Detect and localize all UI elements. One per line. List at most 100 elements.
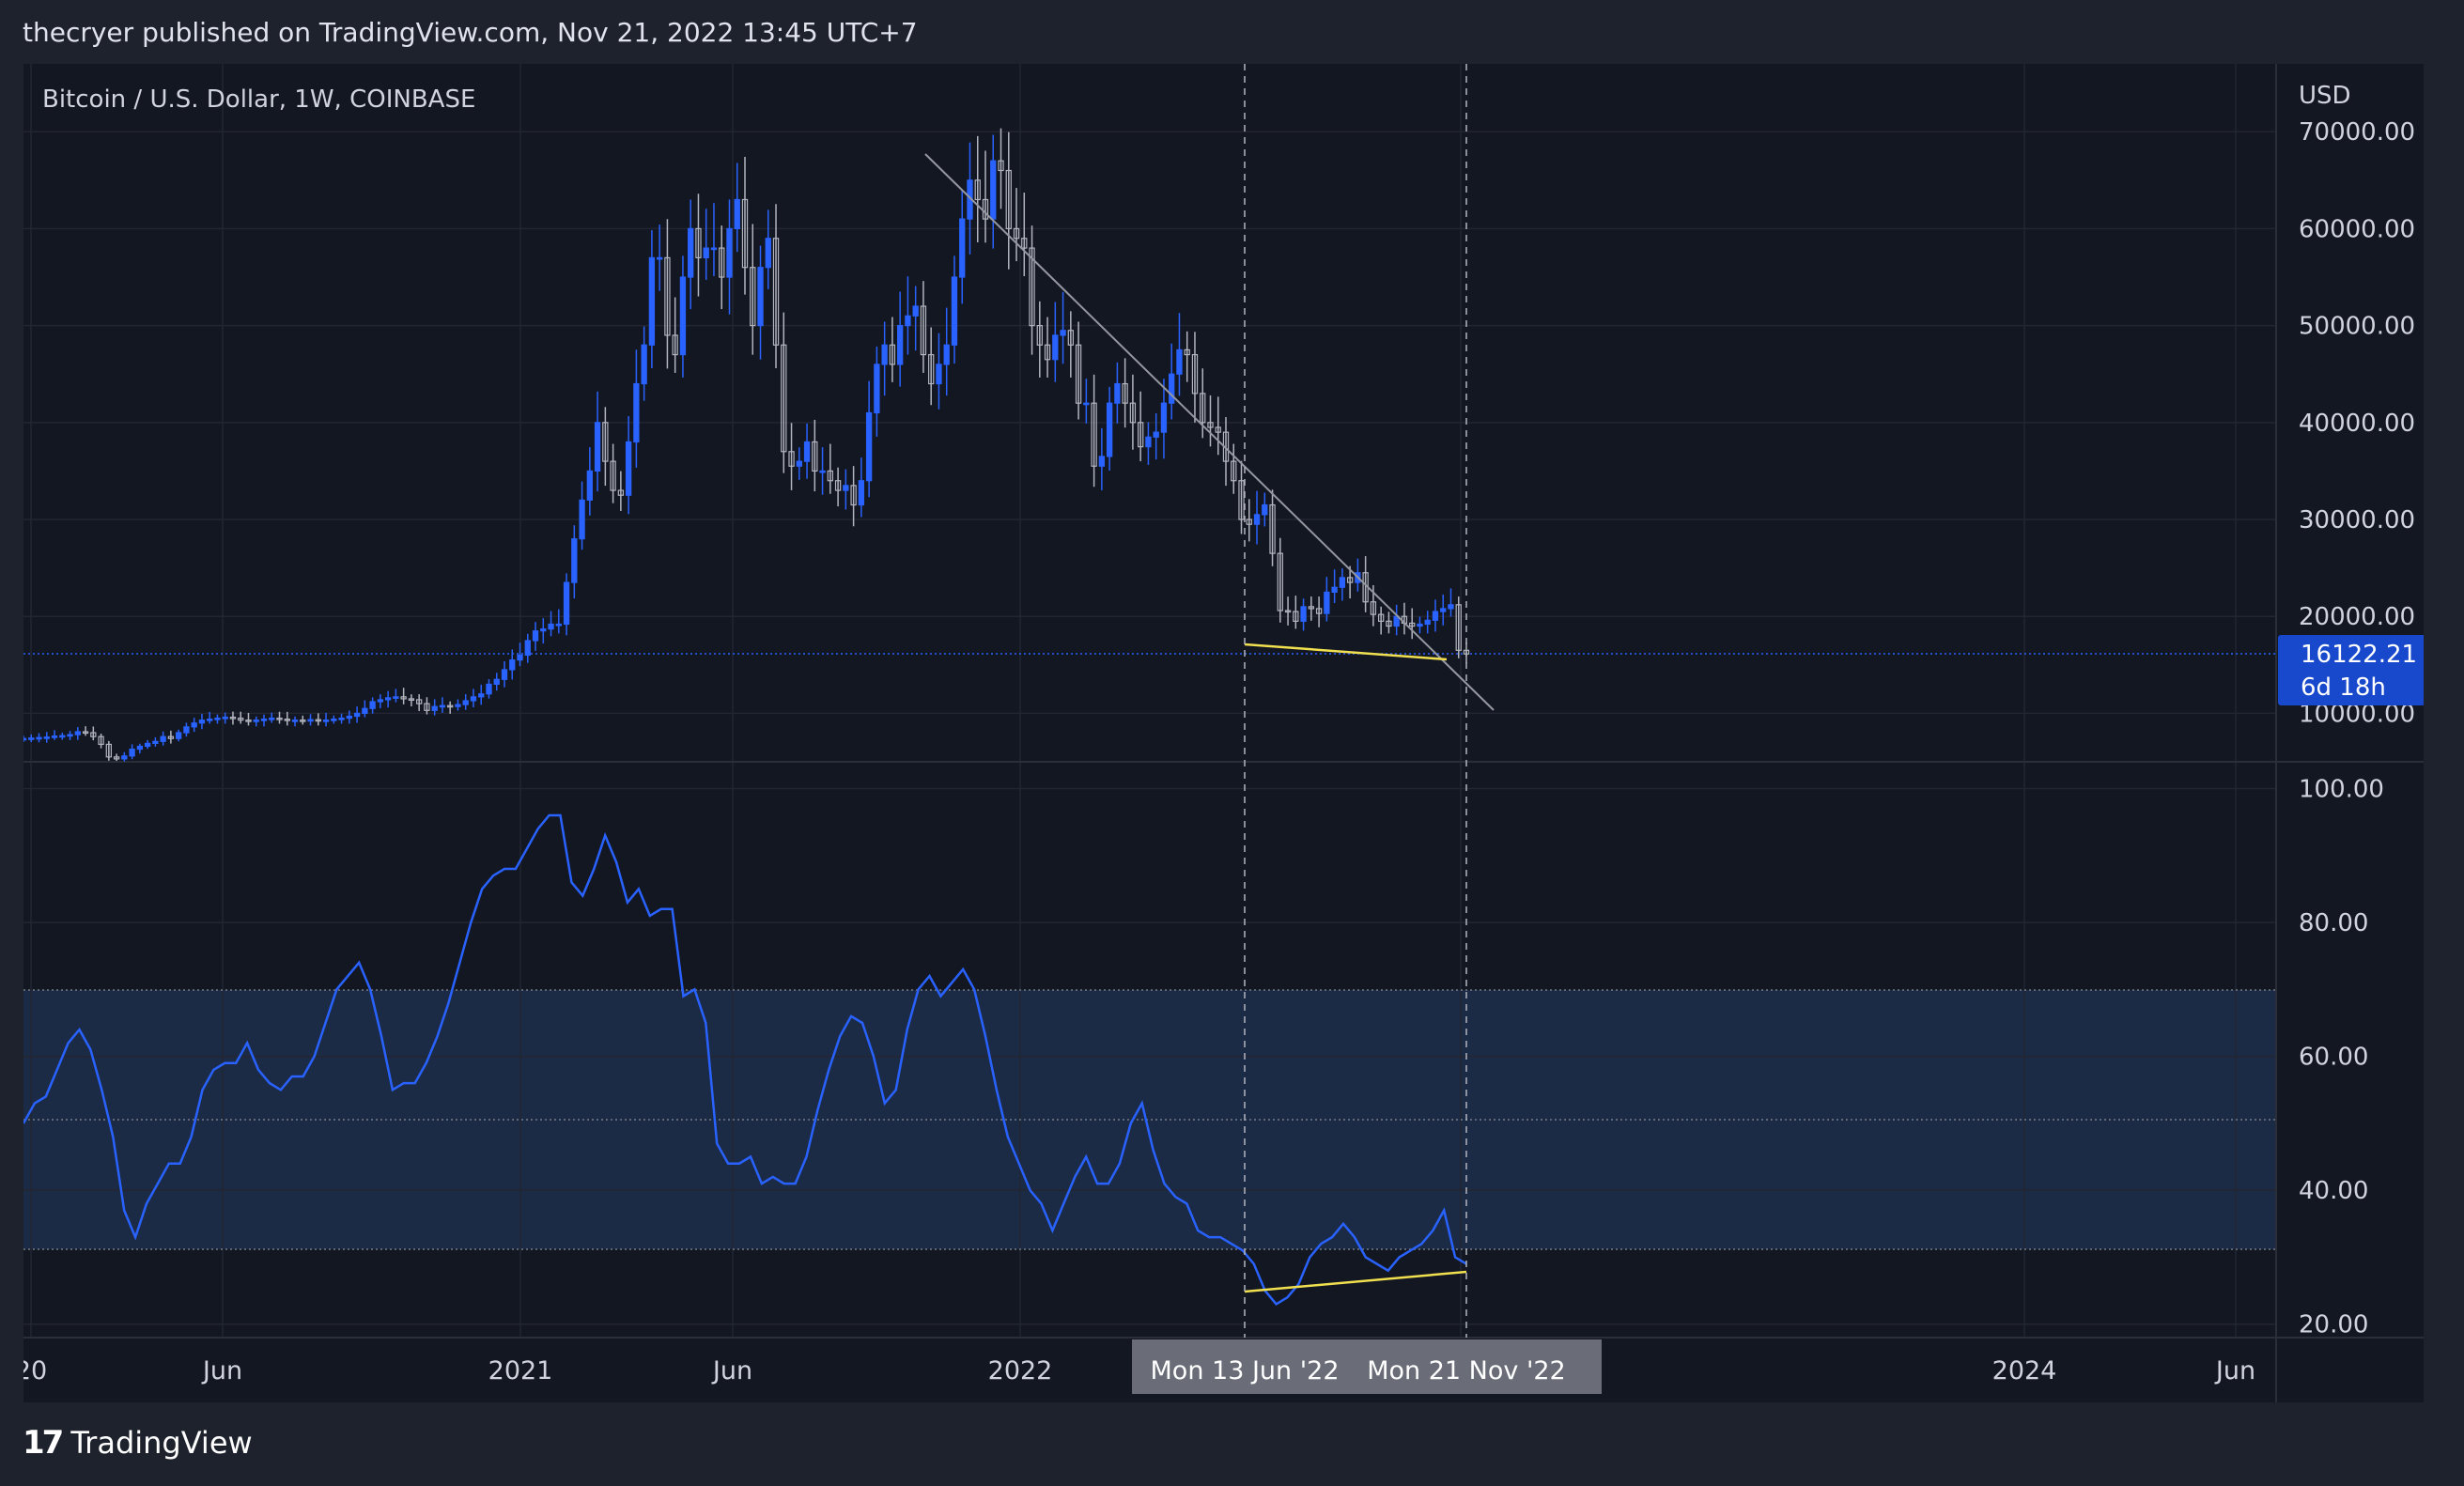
candle-body[interactable] bbox=[1153, 431, 1159, 438]
candle-body[interactable] bbox=[1160, 402, 1168, 433]
candle-body[interactable] bbox=[959, 218, 966, 278]
candle-body[interactable] bbox=[1184, 348, 1190, 356]
candle-body[interactable] bbox=[571, 538, 578, 583]
candle-body[interactable] bbox=[912, 305, 919, 317]
candle-body[interactable] bbox=[1044, 344, 1051, 361]
candle-body[interactable] bbox=[1060, 330, 1066, 336]
candle-body[interactable] bbox=[1262, 503, 1268, 516]
candle-body[interactable] bbox=[439, 704, 446, 708]
candle-body[interactable] bbox=[67, 734, 73, 737]
candle-body[interactable] bbox=[121, 755, 128, 760]
candle-body[interactable] bbox=[1036, 325, 1043, 346]
price-divergence-line[interactable] bbox=[1244, 642, 1448, 661]
candle-body[interactable] bbox=[424, 703, 430, 711]
candle-body[interactable] bbox=[136, 745, 144, 751]
candle-body[interactable] bbox=[183, 726, 190, 734]
candle-body[interactable] bbox=[772, 238, 780, 346]
candle-body[interactable] bbox=[431, 705, 438, 711]
candle-body[interactable] bbox=[384, 697, 392, 701]
candle-body[interactable] bbox=[602, 422, 609, 462]
candle-body[interactable] bbox=[594, 422, 601, 472]
candle-body[interactable] bbox=[74, 731, 81, 735]
candle-body[interactable] bbox=[1378, 613, 1385, 622]
candle-body[interactable] bbox=[23, 737, 27, 741]
candle-body[interactable] bbox=[889, 344, 896, 365]
candle-body[interactable] bbox=[1098, 456, 1106, 467]
candle-body[interactable] bbox=[176, 732, 182, 739]
candle-body[interactable] bbox=[1432, 611, 1439, 621]
candle-body[interactable] bbox=[28, 737, 35, 740]
candle-body[interactable] bbox=[253, 720, 259, 722]
candle-body[interactable] bbox=[1246, 519, 1252, 525]
candle-body[interactable] bbox=[850, 485, 857, 506]
candle-body[interactable] bbox=[167, 735, 175, 739]
candle-body[interactable] bbox=[990, 160, 997, 220]
candle-body[interactable] bbox=[1145, 436, 1152, 448]
candle-body[interactable] bbox=[788, 451, 795, 467]
candle-body[interactable] bbox=[1269, 503, 1276, 554]
candle-body[interactable] bbox=[951, 276, 958, 346]
candle-body[interactable] bbox=[1231, 460, 1237, 482]
candle-body[interactable] bbox=[90, 732, 97, 737]
candle-body[interactable] bbox=[1176, 348, 1183, 375]
candle-body[interactable] bbox=[1448, 604, 1454, 610]
candle-body[interactable] bbox=[144, 742, 151, 748]
candle-body[interactable] bbox=[486, 683, 492, 695]
candle-body[interactable] bbox=[1346, 577, 1354, 583]
candle-body[interactable] bbox=[812, 441, 818, 472]
candle-body[interactable] bbox=[757, 267, 764, 327]
candle-body[interactable] bbox=[1067, 330, 1074, 346]
candle-body[interactable] bbox=[160, 735, 166, 742]
candle-body[interactable] bbox=[897, 325, 904, 365]
candle-body[interactable] bbox=[1005, 169, 1012, 230]
candle-body[interactable] bbox=[362, 707, 368, 715]
candle-body[interactable] bbox=[517, 654, 523, 661]
candle-body[interactable] bbox=[657, 256, 663, 260]
candle-body[interactable] bbox=[470, 696, 477, 702]
candle-body[interactable] bbox=[36, 736, 42, 740]
candle-body[interactable] bbox=[377, 699, 384, 703]
candle-body[interactable] bbox=[548, 623, 554, 630]
candle-body[interactable] bbox=[1075, 344, 1082, 404]
candle-body[interactable] bbox=[710, 247, 718, 251]
candle-body[interactable] bbox=[928, 353, 935, 385]
candle-body[interactable] bbox=[291, 720, 299, 722]
candle-body[interactable] bbox=[1424, 619, 1431, 626]
candle-body[interactable] bbox=[501, 669, 508, 680]
rsi-divergence-line[interactable] bbox=[1244, 1270, 1467, 1293]
candle-body[interactable] bbox=[1293, 611, 1299, 622]
candle-body[interactable] bbox=[524, 640, 531, 657]
candle-body[interactable] bbox=[796, 460, 802, 467]
candle-body[interactable] bbox=[393, 696, 399, 699]
candle-body[interactable] bbox=[617, 489, 625, 496]
candle-body[interactable] bbox=[331, 718, 337, 721]
candle-body[interactable] bbox=[563, 581, 570, 626]
candle-body[interactable] bbox=[105, 743, 112, 758]
candle-body[interactable] bbox=[703, 247, 709, 258]
candle-body[interactable] bbox=[648, 256, 656, 346]
candle-body[interactable] bbox=[943, 344, 950, 365]
candle-body[interactable] bbox=[1106, 402, 1113, 457]
candle-body[interactable] bbox=[672, 334, 678, 356]
candle-body[interactable] bbox=[750, 267, 756, 327]
candle-body[interactable] bbox=[1284, 610, 1292, 613]
candle-body[interactable] bbox=[260, 718, 268, 721]
candle-body[interactable] bbox=[43, 736, 50, 739]
candle-body[interactable] bbox=[540, 628, 547, 632]
candle-body[interactable] bbox=[1238, 480, 1245, 520]
candle-body[interactable] bbox=[408, 698, 415, 702]
candle-body[interactable] bbox=[59, 735, 66, 738]
chart-canvas[interactable]: Bitcoin / U.S. Dollar, 1W, COINBASE USD … bbox=[23, 64, 2424, 1402]
candle-body[interactable] bbox=[1331, 586, 1338, 594]
candle-body[interactable] bbox=[579, 499, 585, 540]
candle-body[interactable] bbox=[633, 382, 640, 443]
candle-body[interactable] bbox=[819, 470, 826, 473]
candle-body[interactable] bbox=[229, 716, 237, 720]
candle-body[interactable] bbox=[82, 731, 89, 735]
candle-body[interactable] bbox=[315, 719, 321, 722]
candle-body[interactable] bbox=[719, 247, 725, 278]
candle-body[interactable] bbox=[881, 344, 888, 365]
candle-body[interactable] bbox=[1169, 373, 1175, 404]
candle-body[interactable] bbox=[222, 716, 228, 720]
candle-body[interactable] bbox=[113, 756, 120, 760]
